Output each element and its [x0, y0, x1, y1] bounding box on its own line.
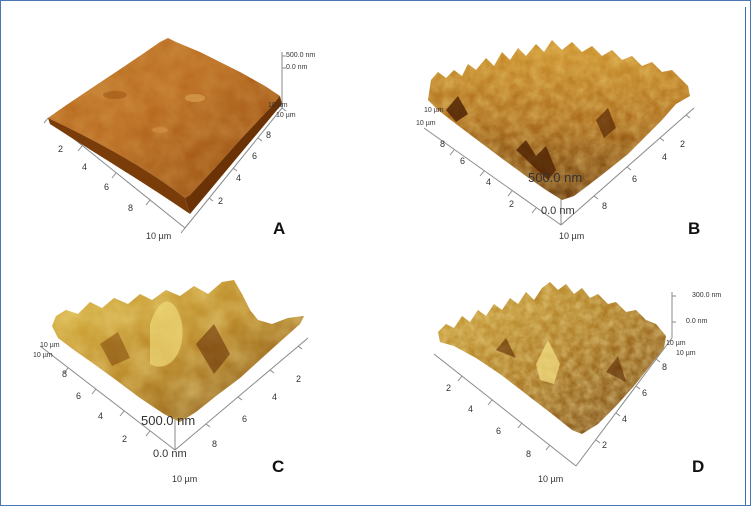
afm-panel-c: 500.0 nm 0.0 nm 10 µm 10 µm 8 6 4 2 10 µ… — [0, 254, 376, 506]
scan-x-label-c: 10 µm — [172, 474, 198, 484]
tick-right-b-8: 8 — [602, 201, 608, 211]
height-scale-zero-c: 0.0 nm — [153, 448, 187, 460]
scan-x-label-d: 10 µm — [538, 474, 564, 484]
tick-left-d-4: 4 — [468, 404, 474, 414]
afm-panel-a: 500.0 nm 0.0 nm 10 µm 10 µm 2 4 6 8 10 µ… — [0, 0, 376, 254]
tick-left-c-4: 4 — [98, 411, 104, 421]
tick-right-b-4: 4 — [662, 152, 668, 162]
tick-right-a-8: 8 — [266, 130, 272, 140]
scan-y-label-d-2: 10 µm — [676, 350, 696, 357]
scan-y-label-c-1: 10 µm — [40, 342, 60, 349]
tick-left-b-8: 8 — [440, 139, 446, 149]
tick-left-b-6: 6 — [460, 156, 466, 166]
tick-right-b-2: 2 — [680, 139, 686, 149]
tick-right-a-2: 2 — [218, 196, 224, 206]
afm-surface-c — [39, 280, 309, 451]
scan-y-label-b-2: 10 µm — [416, 120, 436, 127]
afm-panel-b: 500.0 nm 0.0 nm 10 µm 10 µm 8 6 4 2 10 µ… — [376, 0, 752, 254]
afm-surface-b — [423, 40, 695, 226]
tick-right-a-4: 4 — [236, 173, 242, 183]
height-scale-top-c: 500.0 nm — [141, 413, 196, 428]
tick-right-d-4: 4 — [622, 414, 628, 424]
height-scale-zero-d: 0.0 nm — [686, 318, 708, 325]
panel-letter-a: A — [273, 219, 286, 238]
tick-left-c-8: 8 — [62, 369, 68, 379]
afm-surface-d — [433, 282, 676, 467]
panel-letter-b: B — [688, 219, 701, 238]
panel-letter-c: C — [272, 457, 285, 476]
height-scale-top-d: 300.0 nm — [692, 292, 722, 299]
height-scale-top-b: 500.0 nm — [528, 170, 583, 185]
scan-y-label-b-1: 10 µm — [424, 107, 444, 114]
tick-right-c-6: 6 — [242, 414, 248, 424]
panel-letter-d: D — [692, 457, 705, 476]
scan-y-label-bottom-a: 10 µm — [276, 112, 296, 119]
afm-surface-a — [43, 38, 287, 234]
tick-right-a-6: 6 — [252, 151, 258, 161]
tick-left-c-2: 2 — [122, 434, 128, 444]
height-scale-zero-b: 0.0 nm — [541, 205, 575, 217]
afm-panel-d: 300.0 nm 0.0 nm 10 µm 10 µm 2 4 6 8 10 µ… — [376, 254, 752, 506]
tick-right-d-2: 2 — [602, 440, 608, 450]
tick-right-c-8: 8 — [212, 439, 218, 449]
tick-left-a-8: 8 — [128, 203, 134, 213]
tick-right-d-8: 8 — [662, 362, 668, 372]
tick-left-a-2: 2 — [58, 144, 64, 154]
tick-left-d-8: 8 — [526, 449, 532, 459]
tick-left-a-6: 6 — [104, 182, 110, 192]
tick-left-b-4: 4 — [486, 177, 492, 187]
tick-left-b-2: 2 — [509, 199, 515, 209]
height-scale-zero-a: 0.0 nm — [286, 64, 308, 71]
tick-left-d-6: 6 — [496, 426, 502, 436]
height-scale-top-a: 500.0 nm — [286, 52, 316, 59]
scan-x-label-b: 10 µm — [559, 231, 585, 241]
tick-left-a-4: 4 — [82, 162, 88, 172]
tick-right-c-2: 2 — [296, 374, 302, 384]
tick-left-c-6: 6 — [76, 391, 82, 401]
tick-right-d-6: 6 — [642, 388, 648, 398]
scan-y-label-c-2: 10 µm — [33, 352, 53, 359]
tick-right-b-6: 6 — [632, 174, 638, 184]
tick-left-d-2: 2 — [446, 383, 452, 393]
tick-right-c-4: 4 — [272, 392, 278, 402]
scan-x-label-a: 10 µm — [146, 231, 172, 241]
scan-y-label-d-1: 10 µm — [666, 340, 686, 347]
scan-y-label-top-a: 10 µm — [268, 102, 288, 109]
